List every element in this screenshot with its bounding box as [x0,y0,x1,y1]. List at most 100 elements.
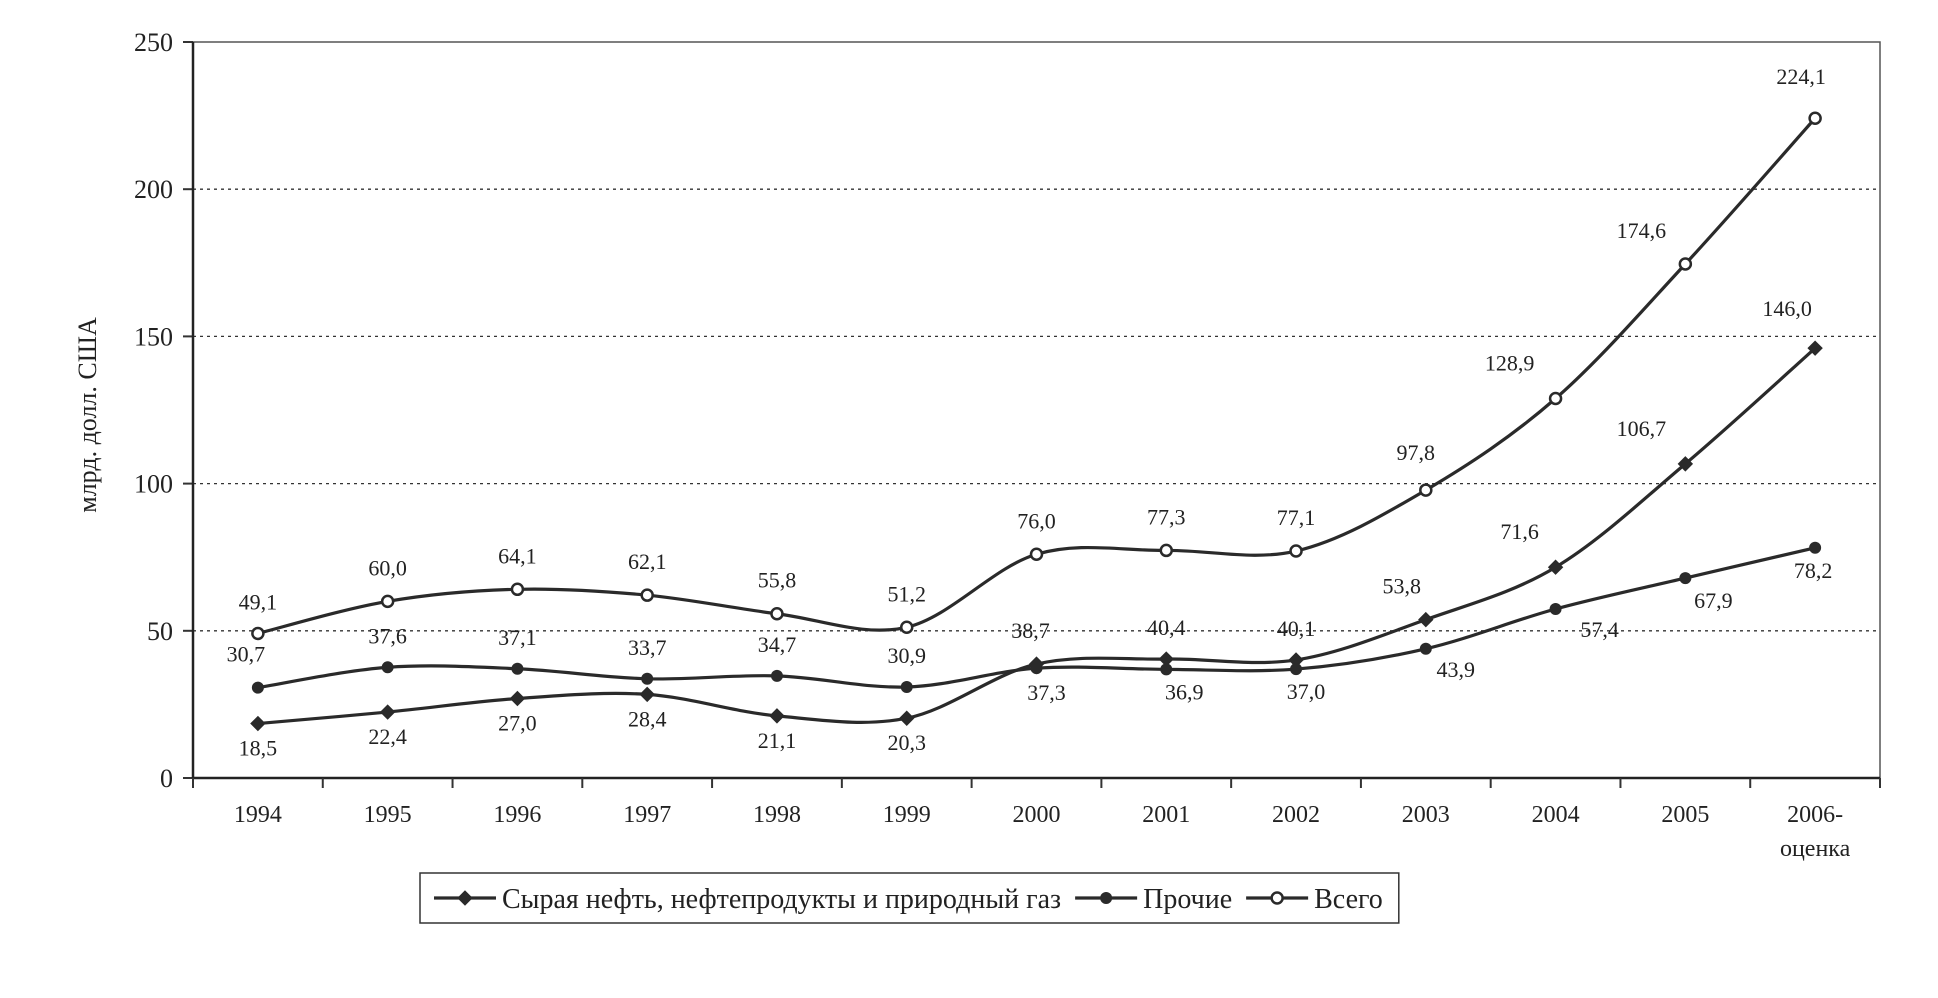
data-label: 97,8 [1397,440,1436,465]
data-point [770,669,783,682]
data-label: 76,0 [1017,508,1056,533]
data-point [1549,603,1562,616]
legend-frame [419,872,1400,924]
data-label: 21,1 [758,728,797,753]
legend-item: Прочие [1075,884,1232,915]
data-label: 43,9 [1437,657,1476,682]
data-label: 28,4 [628,706,667,731]
data-point [899,620,914,635]
data-label: 174,6 [1617,218,1667,243]
data-label: 57,4 [1580,617,1619,642]
data-point [509,690,526,707]
legend-label: Сырая нефть, нефтепродукты и природный г… [502,884,1061,915]
data-label: 77,3 [1147,504,1186,529]
x-tick-label: 2001 [1142,802,1190,828]
series-2 [251,541,1822,694]
data-point [1159,543,1174,558]
data-label: 71,6 [1500,519,1539,544]
data-label: 30,7 [227,642,266,667]
data-point [1677,456,1694,472]
data-point [1270,891,1284,905]
y-tick-label: 250 [134,28,173,57]
data-label: 106,7 [1617,416,1667,441]
series-3 [251,111,1822,641]
data-label: 30,9 [887,643,926,668]
data-point [1548,391,1563,406]
data-label: 40,4 [1147,615,1186,640]
y-tick-label: 200 [134,175,173,204]
data-label: 34,7 [758,632,797,657]
data-label: 53,8 [1383,574,1422,599]
data-point [1678,257,1693,271]
x-tick-label: 2006-оценка [1780,802,1851,862]
data-label: 60,0 [368,555,407,580]
data-label: 128,9 [1485,351,1535,376]
data-point [900,681,913,694]
x-tick-label: 2004 [1532,802,1580,828]
data-point [1029,547,1044,562]
legend-label: Прочие [1143,884,1232,915]
data-label: 37,3 [1027,680,1066,705]
data-label: 40,1 [1277,616,1316,641]
x-tick-label: 1996 [493,802,541,828]
data-point [640,588,654,602]
data-label: 224,1 [1776,64,1826,89]
y-tick-label: 0 [160,764,173,793]
data-point [1808,111,1822,125]
data-point [769,708,785,724]
data-label: 33,7 [628,635,667,660]
data-point [1809,541,1822,554]
y-tick-label: 100 [134,470,173,499]
axes-layer: 0 50 100 150 200 250 1994 1995 1996 1997 1998 1999 2… [134,28,1881,862]
data-point [251,681,264,694]
x-tick-label: 2002 [1272,802,1320,828]
data-point [250,715,266,732]
grid-layer [193,188,1880,632]
x-tick-label: 1998 [753,802,801,828]
data-label: 51,2 [887,581,926,606]
data-point [1419,642,1432,655]
data-point [379,704,396,720]
data-label: 27,0 [498,711,537,736]
data-label: 37,6 [368,623,407,648]
data-point [1100,892,1113,904]
data-label: 18,5 [239,736,278,761]
data-point [1807,340,1823,356]
data-label: 38,7 [1011,618,1050,643]
data-point [1160,663,1173,676]
data-label: 64,1 [498,543,537,568]
x-tick-label: 2005 [1661,802,1709,828]
x-tick-label: 1997 [623,802,671,828]
data-point [1419,483,1433,497]
legend-label: Всего [1314,884,1383,915]
data-labels-layer: 18,5 22,4 27,0 28,4 21,1 20,3 38,7 40,4 40,1 53,8… [227,64,1833,760]
data-point [1290,663,1303,676]
data-label: 55,8 [758,568,797,593]
data-point [639,686,655,703]
x-tick-label: 2003 [1402,802,1450,828]
data-label: 20,3 [887,730,926,755]
data-point [251,626,265,641]
legend-item: Сырая нефть, нефтепродукты и природный г… [434,884,1061,915]
legend: Сырая нефть, нефтепродукты и природный г… [419,872,1400,924]
x-tick-label: 1999 [883,802,931,828]
x-tick-label: 1995 [364,802,412,828]
data-point [1547,559,1564,575]
x-tick-label: 2000 [1013,802,1061,828]
data-point [511,662,524,675]
data-point [1418,611,1434,628]
data-label: 36,9 [1165,679,1204,704]
data-point [1679,572,1692,585]
data-point [899,710,915,726]
data-point [380,594,395,609]
data-label: 78,2 [1794,558,1833,583]
x-tick-label: 1994 [234,802,282,828]
series-layer [250,111,1823,732]
y-tick-label: 50 [147,617,173,646]
legend-item: Всего [1246,884,1383,915]
data-label: 22,4 [368,724,407,749]
y-tick-label: 150 [134,322,173,351]
data-label: 37,1 [498,625,537,650]
